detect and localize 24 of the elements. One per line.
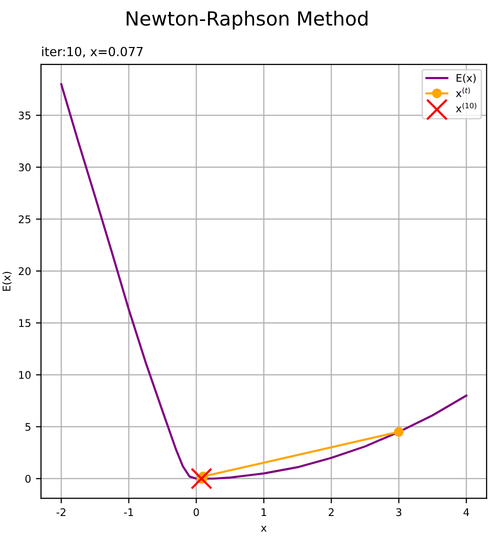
legend-label: x$^{(10)}$ [456,102,476,112]
point [190,468,212,490]
y-tick-label: 25 [18,215,30,224]
x-tick-label: 3 [396,508,402,516]
point [394,427,404,437]
legend-label: x$^{(t)}$ [456,87,470,97]
x-tick-label: 0 [194,508,199,516]
y-tick-label: 20 [18,267,31,276]
y-tick-label: 10 [19,371,31,379]
chart-subtitle: iter:10, x=0.077 [42,46,143,58]
y-tick-label: 15 [19,319,30,328]
x-axis-title: x [261,526,267,532]
y-axis-title: E(x) [2,272,12,291]
x-tick-label: -2 [56,508,66,516]
y-tick-label: 5 [25,423,30,431]
chart-title: Newton-Raphson Method [126,10,368,30]
x-tick-label: -1 [124,508,133,516]
x-tick-label: 4 [464,508,470,516]
legend-label: E(x) [456,74,476,84]
y-tick-label: 30 [18,163,31,172]
y-tick-label: 35 [18,112,30,120]
x-tick-label: 1 [262,508,266,516]
x-tick-label: 2 [328,508,334,516]
y-tick-label: 0 [25,474,31,483]
